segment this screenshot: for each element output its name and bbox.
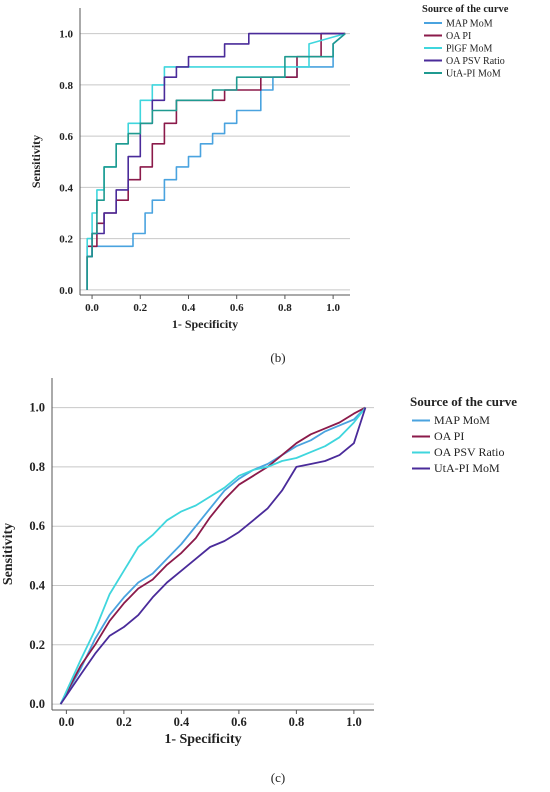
y-axis-title: Sensitivity [1,523,16,585]
x-tick-label: 0.4 [182,302,196,314]
x-tick-label: 1.0 [326,302,340,314]
legend-title: Source of the curve [410,394,517,409]
y-tick-label: 0.4 [29,579,45,593]
legend-item-oa-psv-ratio: OA PSV Ratio [434,445,504,459]
y-tick-label: 0.4 [59,182,73,194]
y-tick-label: 0.0 [29,697,45,711]
y-tick-label: 0.8 [29,460,45,474]
series-line-uta-pi-mom [59,407,367,705]
x-axis-title: 1- Specificity [164,732,241,747]
x-tick-label: 0.4 [174,715,190,729]
series-line-uta-pi-mom [86,32,346,290]
y-tick-label: 1.0 [29,401,45,415]
panel-caption: (b) [270,350,285,365]
y-tick-label: 0.2 [29,638,45,652]
x-tick-label: 0.6 [231,715,247,729]
x-tick-label: 0.6 [230,302,244,314]
series-line-oa-psv-ratio [86,32,346,290]
y-tick-label: 0.0 [59,285,73,297]
legend-item-uta-pi-mom: UtA-PI MoM [446,69,501,80]
x-tick-label: 1.0 [346,715,362,729]
x-tick-label: 0.0 [59,715,75,729]
series-line-oa-pi [59,406,366,705]
y-axis-title: Sensitivity [29,135,43,188]
legend-title: Source of the curve [422,4,509,15]
legend-item-plgf-mom: PlGF MoM [446,44,493,55]
series-line-map-mom [86,32,346,290]
legend-item-oa-pi: OA PI [434,429,464,443]
x-tick-label: 0.2 [116,715,132,729]
series-line-plgf-mom [86,32,346,290]
legend-item-oa-pi: OA PI [446,31,471,42]
x-tick-label: 0.8 [289,715,305,729]
legend: Source of the curve MAP MoM OA PI OA PSV Ra… [410,394,517,475]
legend-item-oa-psv-ratio: OA PSV Ratio [446,56,505,67]
y-tick-label: 0.8 [59,80,73,92]
roc-chart-b: 0.0 0.2 0.4 0.6 0.8 1.0 0.0 0.2 0.4 0.6 0.8 1.0 1- S… [29,4,509,365]
y-tick-label: 0.6 [29,519,45,533]
panel-caption: (c) [271,770,285,785]
y-tick-label: 0.6 [59,131,73,143]
legend-item-map-mom: MAP MoM [434,413,490,427]
x-axis-title: 1- Specificity [172,317,238,331]
legend-item-map-mom: MAP MoM [446,19,493,30]
series-line-oa-pi [86,32,346,290]
series-line-map-mom [59,406,367,705]
x-tick-label: 0.8 [278,302,292,314]
legend-item-uta-pi-mom: UtA-PI MoM [434,461,500,475]
roc-chart-c: 0.0 0.2 0.4 0.6 0.8 1.0 0.0 0.2 0.4 0.6 0.8 1.0 1- S… [1,378,517,785]
y-tick-label: 1.0 [59,29,73,41]
y-tick-label: 0.2 [59,234,73,246]
series-line-oa-psv-ratio [59,407,367,705]
x-tick-label: 0.0 [85,302,99,314]
x-tick-label: 0.2 [133,302,147,314]
